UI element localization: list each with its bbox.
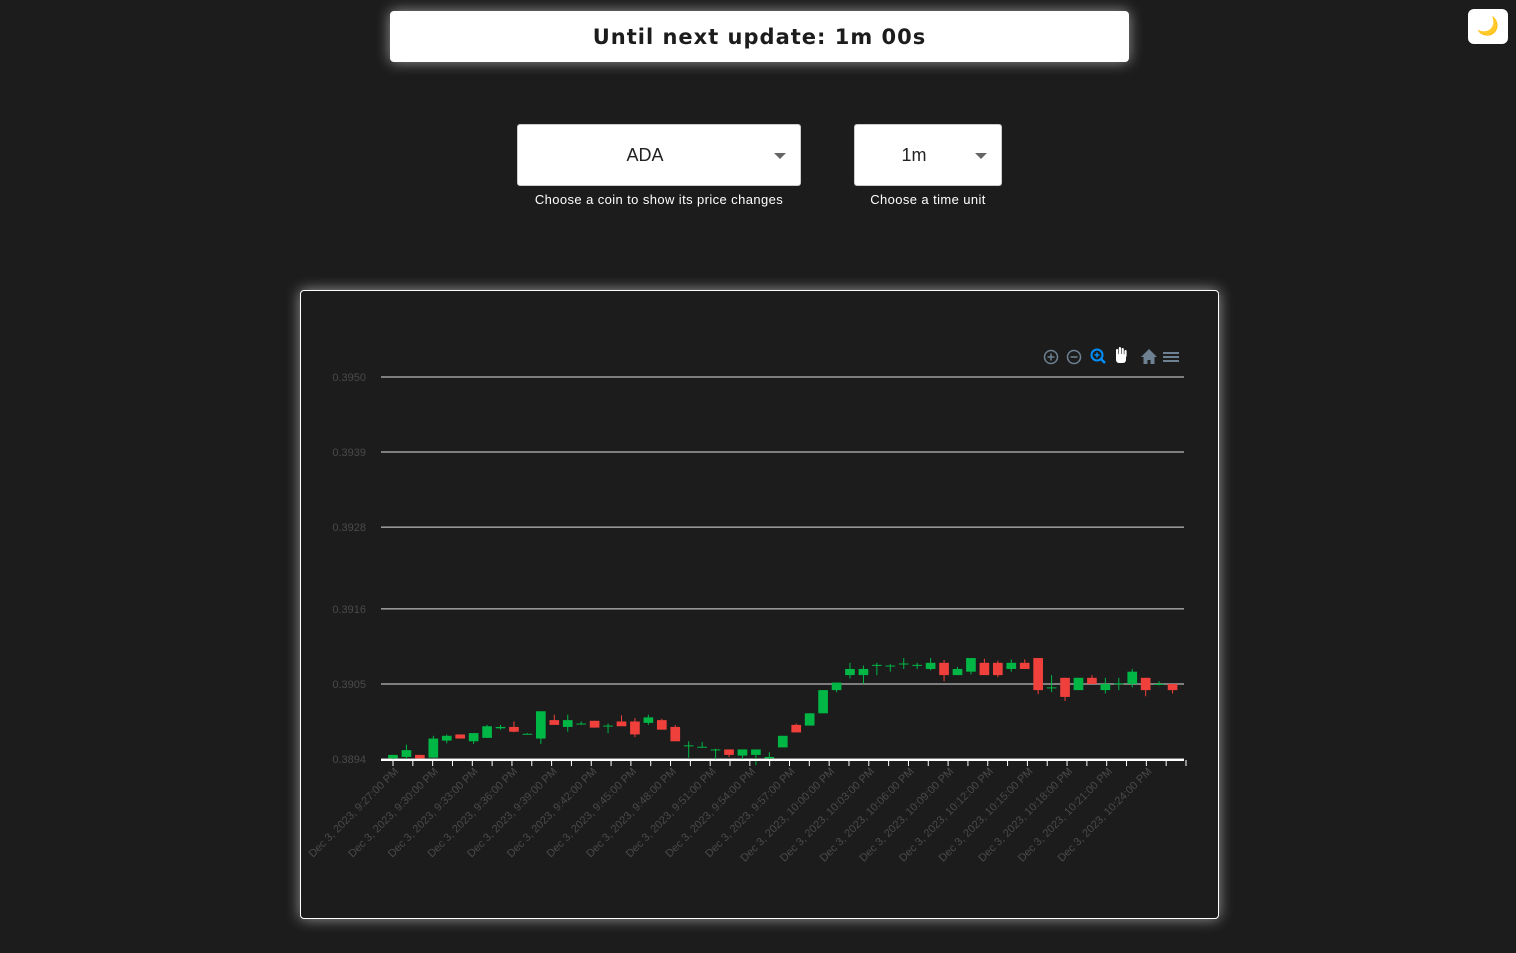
y-tick-label: 0.3916 [332,604,366,616]
candle[interactable] [468,733,479,744]
candle[interactable] [482,724,492,738]
candle[interactable] [509,721,519,733]
y-tick-label: 0.3905 [332,679,366,691]
candle[interactable] [1046,675,1057,693]
theme-toggle-button[interactable]: 🌙 [1468,9,1508,44]
y-axis-labels: 0.3894 0.3905 0.3916 0.3928 0.3939 0.3950 [332,372,366,766]
candlestick-chart[interactable]: 0.3894 0.3905 0.3916 0.3928 0.3939 0.3950 Dec… [301,291,1218,918]
candle[interactable] [670,724,681,742]
candle[interactable] [1060,677,1070,702]
candle[interactable] [777,735,788,748]
y-tick-label: 0.3894 [332,754,366,766]
time-unit-select[interactable]: 1m [854,124,1002,186]
candle[interactable] [1100,677,1111,694]
y-tick-label: 0.3939 [332,447,366,459]
candle[interactable] [845,662,855,679]
candle[interactable] [643,714,654,725]
candle[interactable] [441,734,452,744]
candle[interactable] [952,666,963,676]
candle[interactable] [683,741,694,758]
moon-icon: 🌙 [1476,16,1500,37]
coin-select-value: ADA [626,144,664,165]
candle[interactable] [603,723,613,734]
candle[interactable] [1127,668,1138,688]
candle[interactable] [912,662,923,669]
countdown-text: Until next update: 1m 00s [592,24,927,49]
candle[interactable] [522,733,533,735]
candle[interactable] [616,715,627,727]
candle[interactable] [630,718,640,738]
candle[interactable] [966,658,976,675]
menu-icon[interactable] [1163,352,1179,362]
candle[interactable] [939,660,949,682]
y-tick-label: 0.3950 [332,372,366,384]
candle[interactable] [697,741,707,748]
candle[interactable] [925,658,936,671]
time-unit-select-helper: Choose a time unit [870,192,986,207]
zoom-out-icon[interactable] [1066,349,1082,365]
candle[interactable] [979,658,990,676]
candle[interactable] [536,711,546,744]
candle[interactable] [656,718,667,730]
price-chart-card: 0.3894 0.3905 0.3916 0.3928 0.3939 0.3950 Dec… [300,290,1219,919]
home-reset-icon[interactable] [1141,349,1157,364]
coin-select-helper: Choose a coin to show its price changes [534,192,784,207]
candle[interactable] [818,690,828,714]
candle[interactable] [804,713,815,726]
pan-hand-icon[interactable] [1116,347,1127,363]
candle[interactable] [1140,677,1151,697]
coin-select[interactable]: ADA [517,124,801,186]
candle[interactable] [415,754,425,759]
candle[interactable] [589,720,600,728]
candle[interactable] [455,734,466,739]
chevron-down-icon [774,153,786,159]
zoom-selection-icon[interactable] [1090,348,1106,364]
candle[interactable] [1154,681,1164,686]
candle[interactable] [737,749,748,760]
grid-lines [381,376,1184,760]
time-unit-select-value: 1m [901,144,927,165]
candle[interactable] [751,749,761,766]
candle[interactable] [428,735,439,758]
candle[interactable] [1087,675,1097,684]
countdown-banner: Until next update: 1m 00s [390,11,1129,62]
candle[interactable] [992,660,1003,678]
candle[interactable] [831,682,842,693]
chart-toolbar [1043,347,1179,365]
candle[interactable] [1073,677,1084,691]
candle[interactable] [1113,677,1124,691]
candle[interactable] [885,664,896,672]
candle[interactable] [791,723,802,733]
candle[interactable] [1033,658,1043,695]
candle[interactable] [724,749,734,757]
candle[interactable] [872,662,882,676]
zoom-in-icon[interactable] [1043,349,1059,365]
candles [388,658,1178,766]
chevron-down-icon [975,153,987,159]
candle[interactable] [1019,659,1030,669]
candle[interactable] [495,724,506,730]
candle[interactable] [898,658,909,669]
candle[interactable] [562,714,573,732]
candle[interactable] [576,721,587,725]
candle[interactable] [1167,683,1178,694]
candle[interactable] [858,665,869,684]
candle[interactable] [401,744,412,759]
candle[interactable] [1006,659,1017,672]
y-tick-label: 0.3928 [332,522,366,534]
candle[interactable] [549,714,560,725]
